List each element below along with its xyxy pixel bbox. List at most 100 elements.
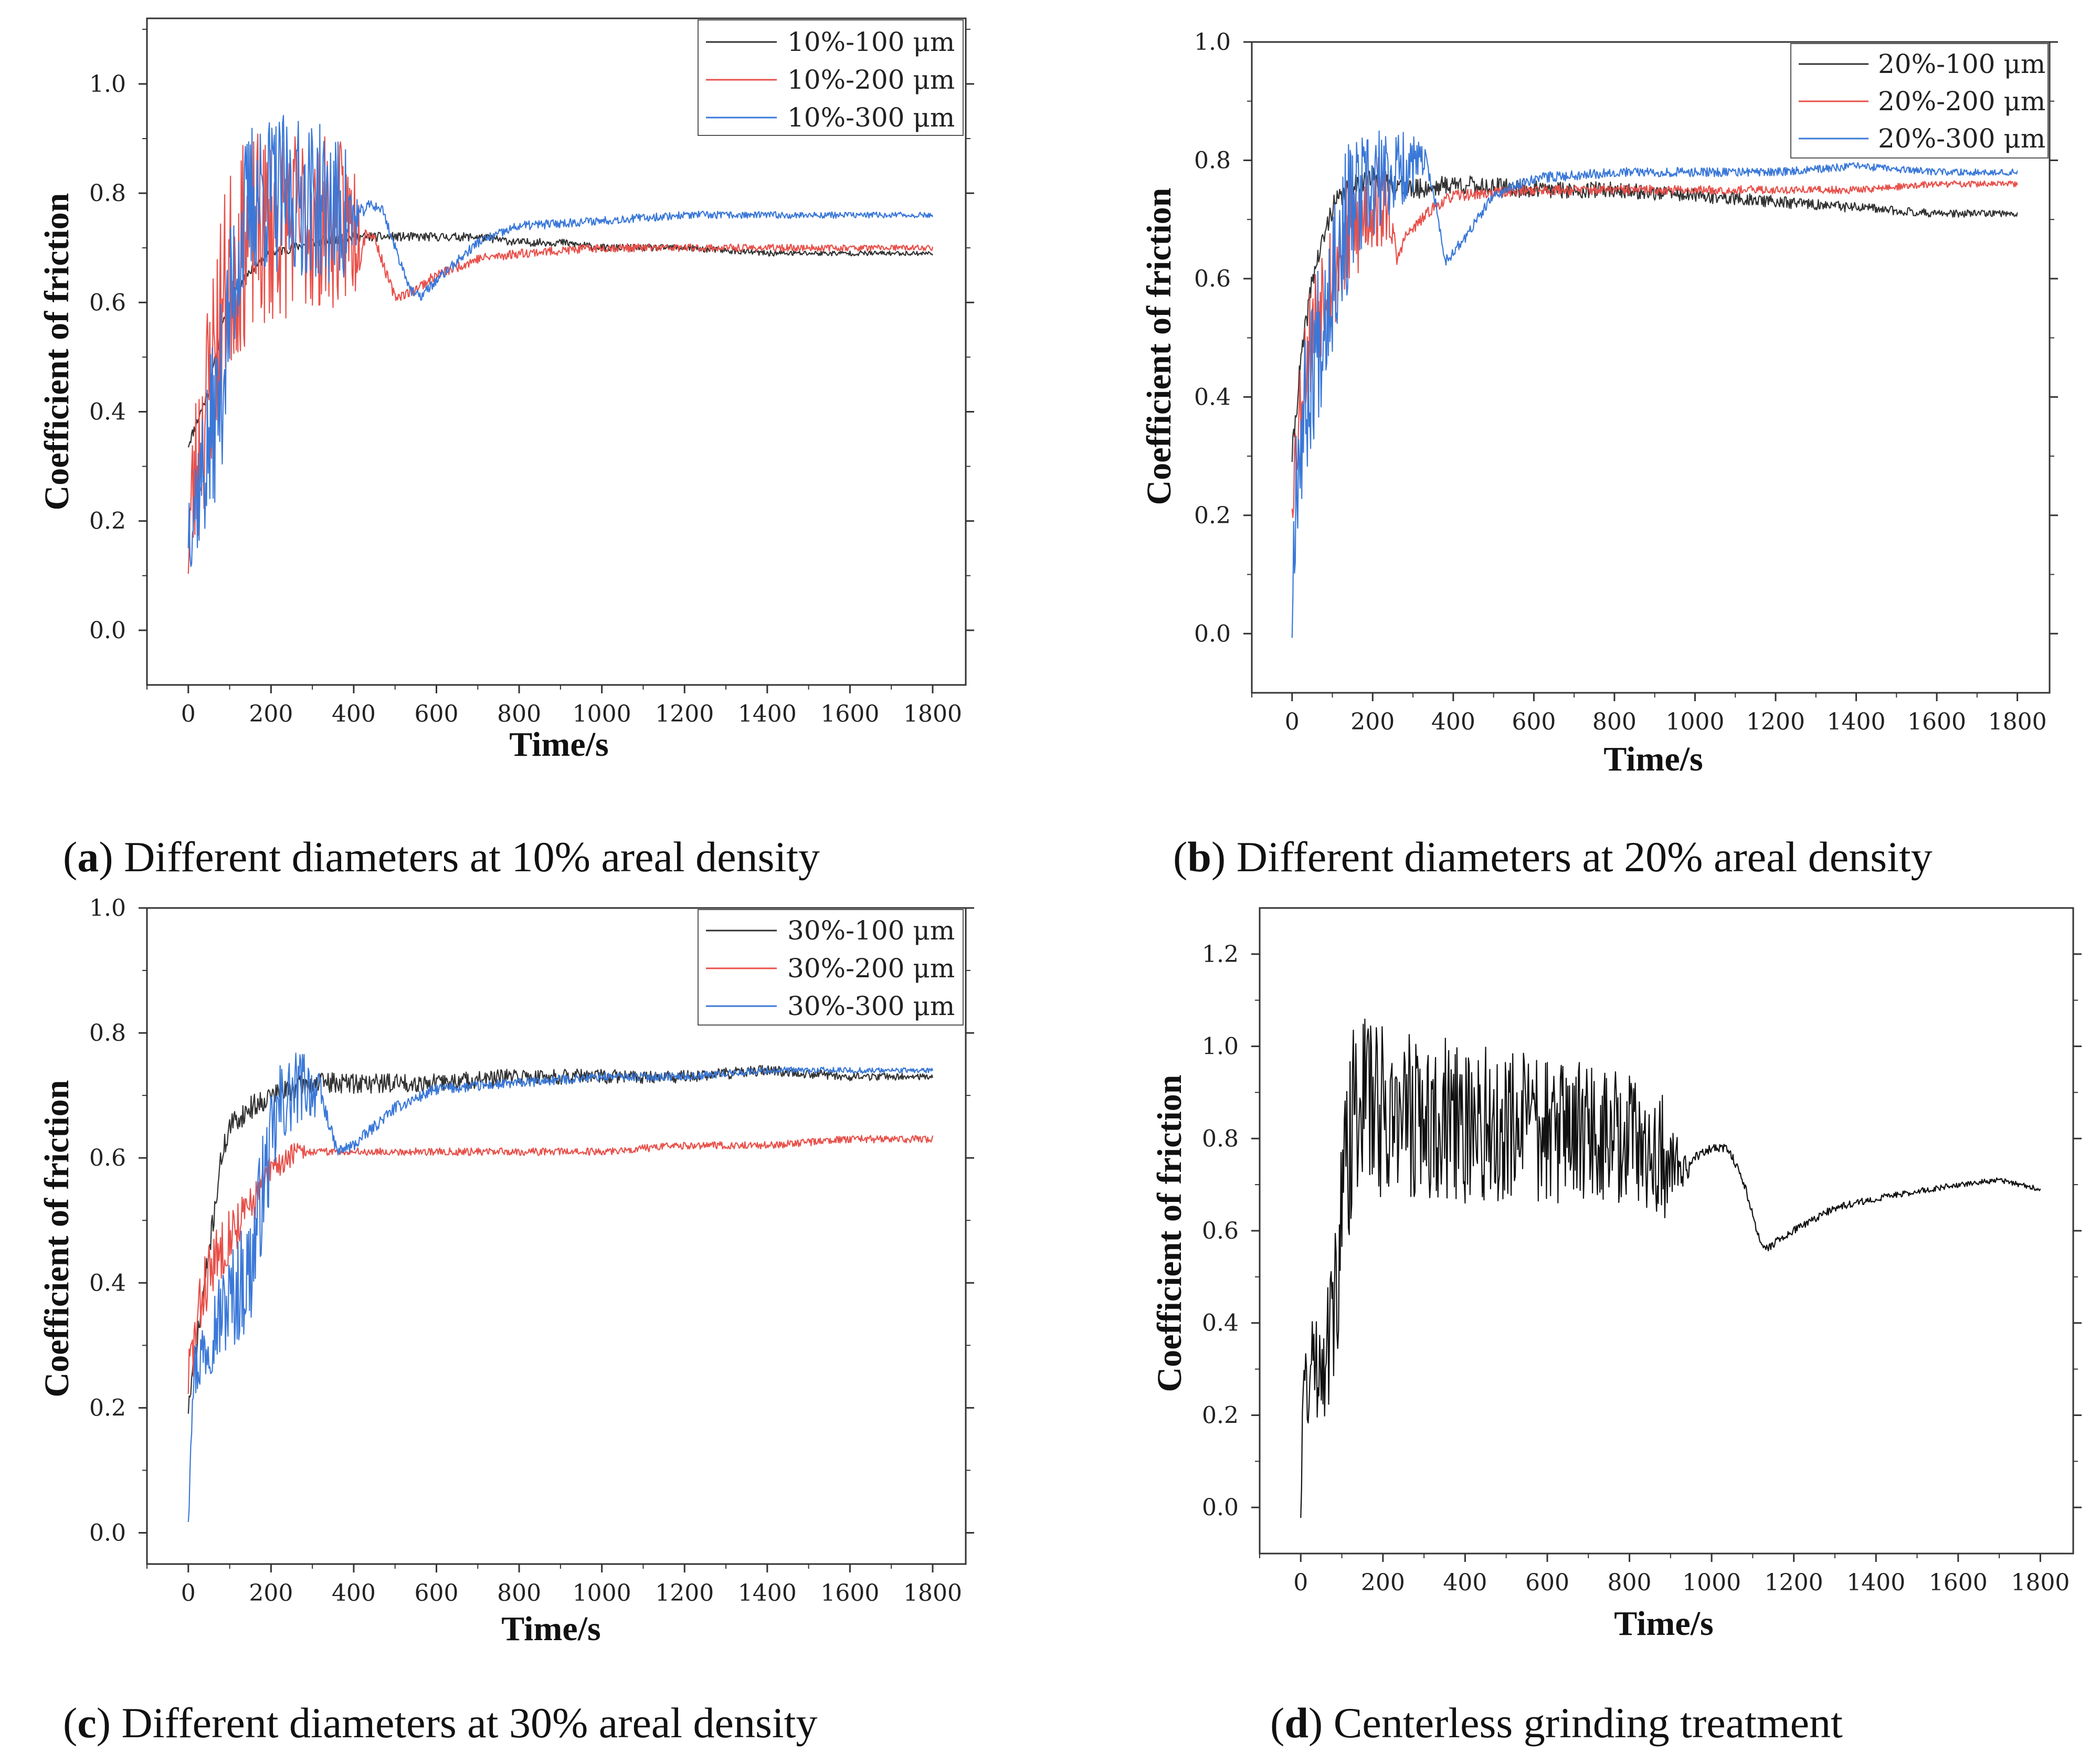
panel-a-series	[187, 114, 934, 574]
panel-b-caption: (b) Different diameters at 20% areal den…	[1173, 833, 1933, 881]
panel-d-ticks: 0 200 400 600 800 1000 1200 1400 1600 1800 0.0 0.2 0…	[1202, 941, 2082, 1596]
panel-c-series-2-line	[187, 1052, 934, 1522]
panel-c-legend-label-0: 30%-100 μm	[787, 915, 955, 946]
panel-b-x-tick-label: 400	[1431, 709, 1475, 735]
panel-d-chart: 0 200 400 600 800 1000 1200 1400 1600 1800 0.0 0.2 0…	[1150, 907, 2082, 1747]
panel-c-x-tick-label: 200	[249, 1580, 293, 1607]
panel-b-y-tick-label: 0.2	[1194, 502, 1231, 529]
panel-c-y-axis-label: Coefficient of friction	[38, 1080, 76, 1398]
panel-c-legend: 30%-100 μm 30%-200 μm 30%-300 μm	[698, 909, 964, 1026]
panel-a-x-tick-label: 1400	[738, 701, 797, 727]
panel-a-chart: 0 200 400 600 800 1000 1200 1400 1600 1800 0.0 0.2 0…	[38, 17, 974, 881]
panel-c-x-tick-label: 600	[415, 1580, 459, 1607]
panel-b-y-tick-label: 0.0	[1194, 620, 1231, 647]
panel-c-series-0-line	[187, 1065, 934, 1414]
panel-d-x-tick-label: 0	[1293, 1569, 1308, 1596]
panel-b-y-tick-label: 0.6	[1194, 266, 1231, 292]
panel-b-y-tick-label: 0.4	[1194, 384, 1231, 410]
panel-b-x-tick-label: 1800	[1988, 709, 2047, 735]
panel-a-y-tick-label: 0.2	[89, 508, 126, 535]
panel-b-x-axis-label: Time/s	[1603, 740, 1703, 778]
panel-b-x-tick-label: 0	[1285, 709, 1300, 735]
panel-b-chart: 0 200 400 600 800 1000 1200 1400 1600 1800 0.0 0.2 0…	[1140, 29, 2058, 881]
panel-c-legend-label-1: 30%-200 μm	[787, 953, 955, 984]
panel-d-caption: (d) Centerless grinding treatment	[1270, 1699, 1843, 1747]
panel-a-x-tick-label: 1200	[655, 701, 714, 727]
panel-b-legend-label-1: 20%-200 μm	[1878, 86, 2045, 117]
panel-a-x-tick-label: 400	[332, 701, 376, 727]
panel-b-x-tick-label: 200	[1350, 709, 1395, 735]
panel-b-series-1-line	[1291, 157, 2018, 518]
panel-a-legend-label-1: 10%-200 μm	[787, 65, 955, 95]
panel-a-caption: (a) Different diameters at 10% areal den…	[63, 833, 820, 881]
panel-c-caption-letter: c	[77, 1699, 96, 1747]
panel-d-plot-area	[1259, 907, 2074, 1555]
panel-d-y-tick-label: 1.0	[1202, 1033, 1239, 1060]
panel-b-legend-label-0: 20%-100 μm	[1878, 49, 2045, 79]
panel-d-x-tick-label: 1200	[1765, 1569, 1823, 1596]
panel-d-y-tick-label: 0.2	[1202, 1402, 1239, 1429]
panel-d-x-tick-label: 400	[1443, 1569, 1487, 1596]
panel-d-y-tick-label: 0.0	[1202, 1494, 1239, 1521]
panel-b-ticks: 0 200 400 600 800 1000 1200 1400 1600 1800 0.0 0.2 0…	[1194, 29, 2058, 735]
panel-a-y-tick-label: 1.0	[89, 71, 126, 98]
panel-a-legend-label-0: 10%-100 μm	[787, 27, 955, 57]
panel-a-x-tick-label: 0	[181, 701, 196, 727]
panel-b-series-0-line	[1291, 167, 2018, 462]
panel-d-x-tick-label: 1400	[1846, 1569, 1905, 1596]
panel-c-x-tick-label: 1600	[820, 1580, 879, 1607]
panel-c-y-tick-label: 0.0	[89, 1519, 126, 1546]
panel-a-y-tick-label: 0.8	[89, 180, 126, 207]
panel-b-plot-area	[1251, 41, 2051, 694]
panel-b-y-tick-label: 0.8	[1194, 147, 1231, 174]
panel-a-y-tick-label: 0.4	[89, 399, 126, 426]
panel-d-y-axis-label: Coefficient of friction	[1150, 1075, 1189, 1392]
panel-a-series-2-line	[187, 114, 934, 567]
panel-a-legend-box	[698, 19, 964, 136]
panel-c-x-tick-label: 400	[332, 1580, 376, 1607]
panel-b-series-2-line	[1291, 130, 2018, 638]
panel-b-y-axis-label: Coefficient of friction	[1140, 188, 1178, 505]
panel-b-x-tick-label: 600	[1512, 709, 1556, 735]
panel-c-caption-text: Different diameters at 30% areal density	[122, 1699, 818, 1747]
panel-c-y-tick-label: 0.4	[89, 1270, 126, 1296]
panel-a-y-tick-label: 0.0	[89, 617, 126, 644]
panel-d-caption-text: Centerless grinding treatment	[1334, 1699, 1843, 1747]
panel-a-y-tick-label: 0.6	[89, 289, 126, 316]
panel-b-x-tick-label: 1600	[1907, 709, 1966, 735]
panel-a-x-tick-label: 800	[497, 701, 541, 727]
panel-b-legend-label-2: 20%-300 μm	[1878, 123, 2045, 154]
panel-a-caption-text: Different diameters at 10% areal density	[124, 833, 820, 881]
panel-c-caption: (c) Different diameters at 30% areal den…	[63, 1699, 817, 1747]
panel-d-y-tick-label: 0.8	[1202, 1125, 1239, 1152]
panel-c-y-tick-label: 1.0	[89, 895, 126, 922]
panel-d-x-axis-label: Time/s	[1614, 1604, 1713, 1643]
panel-d-x-tick-label: 1600	[1929, 1569, 1988, 1596]
panel-c-ticks: 0 200 400 600 800 1000 1200 1400 1600 1800 0.0 0.2 0…	[89, 895, 974, 1607]
panel-c-x-tick-label: 1800	[903, 1580, 962, 1607]
panel-d-x-tick-label: 200	[1361, 1569, 1405, 1596]
panel-a-series-0-line	[187, 231, 933, 448]
panel-d-series-0-line	[1300, 1018, 2041, 1518]
panel-c-y-tick-label: 0.2	[89, 1395, 126, 1421]
panel-b-y-tick-label: 1.0	[1194, 29, 1231, 56]
panel-c-legend-label-2: 30%-300 μm	[787, 991, 955, 1021]
panel-d-y-tick-label: 1.2	[1202, 941, 1239, 968]
panel-a-caption-letter: a	[77, 833, 99, 881]
panel-c-y-tick-label: 0.6	[89, 1145, 126, 1171]
panel-b-x-tick-label: 1400	[1827, 709, 1886, 735]
panel-d-series	[1300, 1018, 2041, 1518]
panel-d-x-tick-label: 1800	[2011, 1569, 2070, 1596]
panel-c-x-axis-label: Time/s	[501, 1610, 600, 1648]
panel-d-caption-letter: d	[1284, 1699, 1308, 1747]
panel-a-x-tick-label: 1600	[820, 701, 879, 727]
panel-d-y-tick-label: 0.4	[1202, 1310, 1239, 1337]
panel-c-y-tick-label: 0.8	[89, 1020, 126, 1047]
panel-a-plot-area	[146, 17, 967, 686]
panel-c-x-tick-label: 1400	[738, 1580, 797, 1607]
panel-a-x-axis-label: Time/s	[509, 725, 608, 764]
panel-a-x-tick-label: 1800	[903, 701, 962, 727]
panel-b-legend: 20%-100 μm 20%-200 μm 20%-300 μm	[1790, 43, 2049, 159]
panel-b-x-tick-label: 800	[1592, 709, 1637, 735]
